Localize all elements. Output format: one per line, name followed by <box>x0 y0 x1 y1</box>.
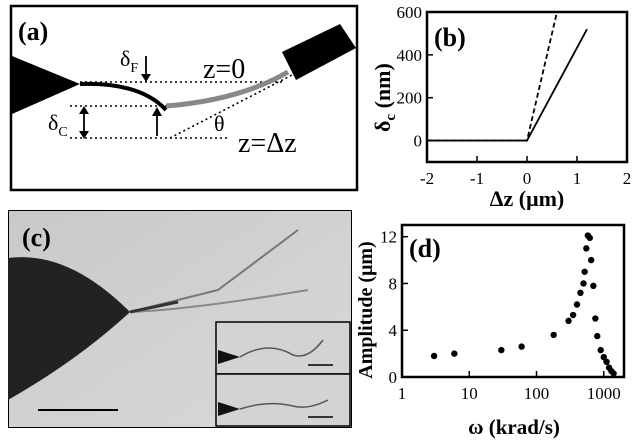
chart-d-xlabel: ω (krad/s) <box>468 415 560 439</box>
chart-b-xtick-label: 0 <box>523 169 532 188</box>
chart-d-xtick-label: 100 <box>524 384 550 403</box>
chart-d-point <box>581 268 588 275</box>
chart-d-point <box>592 315 599 322</box>
panel-b-chart: (b) -2 -1 0 1 2 0 200 400 600 δc (nm) Δz (μm) <box>370 3 632 210</box>
chart-b-xtick-label: -1 <box>470 169 484 188</box>
chart-b-ytick-label: 0 <box>414 132 423 151</box>
panel-c-label: (c) <box>22 223 51 252</box>
chart-d-ytick-label: 12 <box>380 228 397 247</box>
chart-d-ytick-label: 0 <box>389 368 398 387</box>
chart-d-point <box>550 331 557 339</box>
chart-d-point <box>518 343 525 350</box>
chart-b-ytick-label: 200 <box>397 89 423 108</box>
chart-d-point <box>451 350 458 357</box>
angle-line <box>169 73 295 139</box>
chart-d-point <box>590 282 597 289</box>
chart-d-xtick-label: 1 <box>398 384 407 403</box>
chart-b-series-dashed <box>427 11 558 142</box>
nanotube-blur-2 <box>129 289 309 313</box>
chart-d-point <box>430 352 438 360</box>
delta-f-label: δF <box>120 46 138 76</box>
panel-d-label: (d) <box>409 234 441 263</box>
chart-d-point <box>577 289 584 297</box>
chart-d-point <box>594 332 601 340</box>
chart-d-ytick-label: 4 <box>389 321 398 340</box>
chart-d-point <box>610 370 617 377</box>
chart-d-point <box>583 245 590 252</box>
zdz-label: z=Δz <box>238 128 297 159</box>
chart-b-frame <box>425 10 629 164</box>
chart-d-point <box>573 301 581 308</box>
chart-d-point <box>580 280 587 287</box>
tip-silhouette <box>8 257 130 400</box>
chart-d-point <box>565 317 572 325</box>
right-holder <box>282 24 356 80</box>
left-tip <box>12 56 80 114</box>
chart-b-xlabel: Δz (μm) <box>490 186 565 210</box>
chart-d-point <box>597 346 604 354</box>
chart-b-ylabel: δc (nm) <box>370 63 399 132</box>
chart-d-ytick-label: 8 <box>389 274 398 293</box>
z0-label: z=0 <box>203 54 245 85</box>
inset-bottom <box>215 373 351 427</box>
delta-c-label: δC <box>48 110 68 140</box>
panel-c-micrograph: (c) <box>8 210 352 428</box>
nanotube <box>165 69 290 109</box>
chart-d-xtick-label: 10 <box>461 384 478 403</box>
chart-d-point <box>586 234 593 242</box>
chart-d-point <box>603 358 610 365</box>
nanotube-root <box>129 300 179 314</box>
panel-b-label: (b) <box>434 23 466 52</box>
panel-d-chart: (d) 1 10 100 1000 0 4 8 12 Amplitude (μm) ω (kr… <box>355 223 626 439</box>
chart-b-xtick-label: 2 <box>623 169 632 188</box>
arrow-up <box>152 107 162 116</box>
chart-d-point <box>587 256 595 264</box>
double-arrow <box>79 131 89 139</box>
chart-d-point <box>600 353 607 361</box>
chart-d-xtick-label: 1000 <box>587 384 621 403</box>
panel-a: (a) δF δC z=0 z=Δz θ <box>9 4 359 192</box>
panel-a-frame <box>9 4 359 192</box>
inset-top <box>215 321 351 375</box>
chart-b-ytick-label: 600 <box>397 3 423 22</box>
chart-b-xtick-label: -2 <box>420 169 434 188</box>
chart-b-ytick-label: 400 <box>397 46 423 65</box>
chart-d-point <box>498 346 505 354</box>
panel-a-label: (a) <box>18 17 48 46</box>
chart-b-xtick-label: 1 <box>573 169 582 188</box>
theta-label: θ <box>214 111 225 136</box>
fiber <box>79 81 168 112</box>
arrow-down <box>141 74 151 82</box>
chart-d-ylabel: Amplitude (μm) <box>355 241 377 378</box>
chart-d-point <box>569 311 577 319</box>
